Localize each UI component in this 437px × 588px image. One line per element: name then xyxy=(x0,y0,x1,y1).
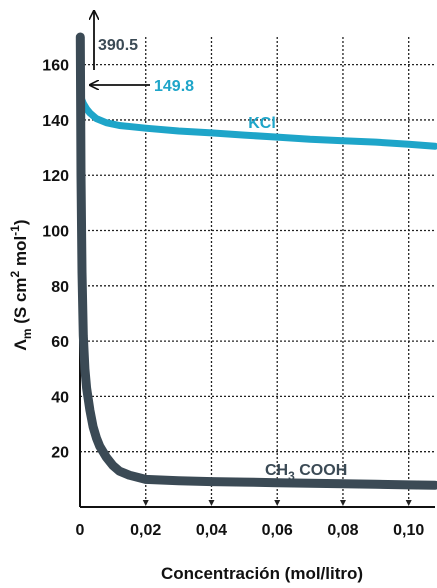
grid xyxy=(80,37,435,506)
axes xyxy=(79,37,435,508)
y-tick-label: 140 xyxy=(42,113,69,130)
x-tick-label: 0,10 xyxy=(393,522,424,539)
y-tick-label: 60 xyxy=(51,334,69,351)
y-tick-label: 40 xyxy=(51,389,69,406)
y-tick-label: 100 xyxy=(42,224,69,241)
series-line-ch3cooh xyxy=(75,32,437,490)
y-axis-units-close: ) xyxy=(11,219,30,225)
annotations: 390.5 149.8 xyxy=(91,12,194,95)
grid-arrow-icon xyxy=(142,500,149,506)
y-axis-units-open: (S cm xyxy=(11,277,30,328)
annotation-kcl-limit: 149.8 xyxy=(154,78,194,95)
y-tick-label: 160 xyxy=(42,58,69,75)
x-tick-label: 0,02 xyxy=(130,522,161,539)
y-axis-title: Λm (S cm2 mol-1) xyxy=(8,219,34,350)
y-axis-symbol-sub: m xyxy=(20,329,34,340)
y-axis-cm-exp: 2 xyxy=(8,270,22,277)
grid-arrow-icon xyxy=(208,500,215,506)
series-labels: KCl CH3 COOH xyxy=(248,115,347,483)
x-tick-label: 0,06 xyxy=(262,522,293,539)
y-axis-symbol: Λ xyxy=(11,339,30,351)
series-lines xyxy=(75,32,437,490)
grid-arrow-icon xyxy=(405,500,412,506)
y-tick-label: 120 xyxy=(42,168,69,185)
series-label-kcl: KCl xyxy=(248,115,276,132)
y-axis-ticks: 20 40 60 80 100 120 140 160 xyxy=(42,58,69,462)
x-tick-label: 0,08 xyxy=(327,522,358,539)
y-tick-label: 80 xyxy=(51,279,69,296)
annotation-ch3cooh-limit: 390.5 xyxy=(98,37,138,54)
series-line-kcl xyxy=(76,89,437,150)
grid-arrow-icon xyxy=(274,500,281,506)
x-axis-ticks: 0 0,02 0,04 0,06 0,08 0,10 xyxy=(76,522,425,539)
y-axis-mol-exp: -1 xyxy=(8,225,22,236)
series-label-ch3cooh: CH3 COOH xyxy=(265,462,347,483)
x-axis-title: Concentración (mol/litro) xyxy=(161,564,363,583)
grid-arrow-icon xyxy=(339,500,346,506)
y-axis-units-mol: mol xyxy=(11,236,30,271)
x-tick-label: 0,04 xyxy=(196,522,227,539)
x-tick-label: 0 xyxy=(76,522,85,539)
y-tick-label: 20 xyxy=(51,445,69,462)
